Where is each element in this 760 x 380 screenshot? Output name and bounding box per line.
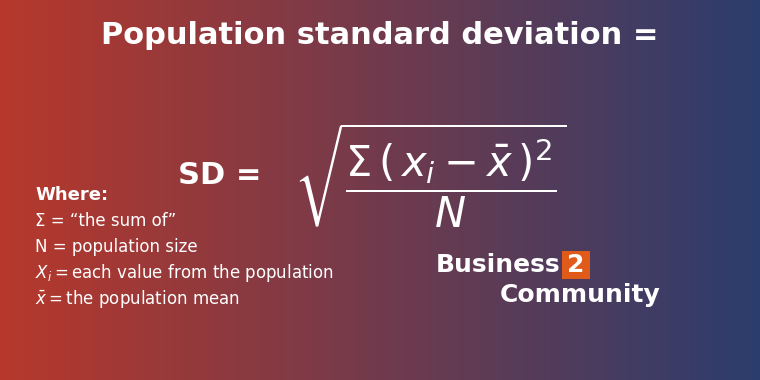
Text: $\sqrt{\dfrac{\Sigma\,(\,x_i - \bar{x}\,)^2}{N}}$: $\sqrt{\dfrac{\Sigma\,(\,x_i - \bar{x}\,…	[294, 121, 566, 229]
Text: Where:: Where:	[35, 186, 108, 204]
Text: SD =: SD =	[178, 160, 261, 190]
Text: 2: 2	[567, 253, 584, 277]
Text: Σ = “the sum of”: Σ = “the sum of”	[35, 212, 176, 230]
Text: Community: Community	[499, 283, 660, 307]
Text: Business: Business	[435, 253, 560, 277]
FancyBboxPatch shape	[562, 251, 590, 279]
Text: N = population size: N = population size	[35, 238, 198, 256]
Text: $X_i$$\mathregular{ = each\ value\ from\ the\ population}$: $X_i$$\mathregular{ = each\ value\ from\…	[35, 262, 334, 284]
Text: $\bar{x}$$\mathregular{ = the\ population\ mean}$: $\bar{x}$$\mathregular{ = the\ populatio…	[35, 288, 240, 310]
Text: Population standard deviation =: Population standard deviation =	[101, 21, 659, 49]
